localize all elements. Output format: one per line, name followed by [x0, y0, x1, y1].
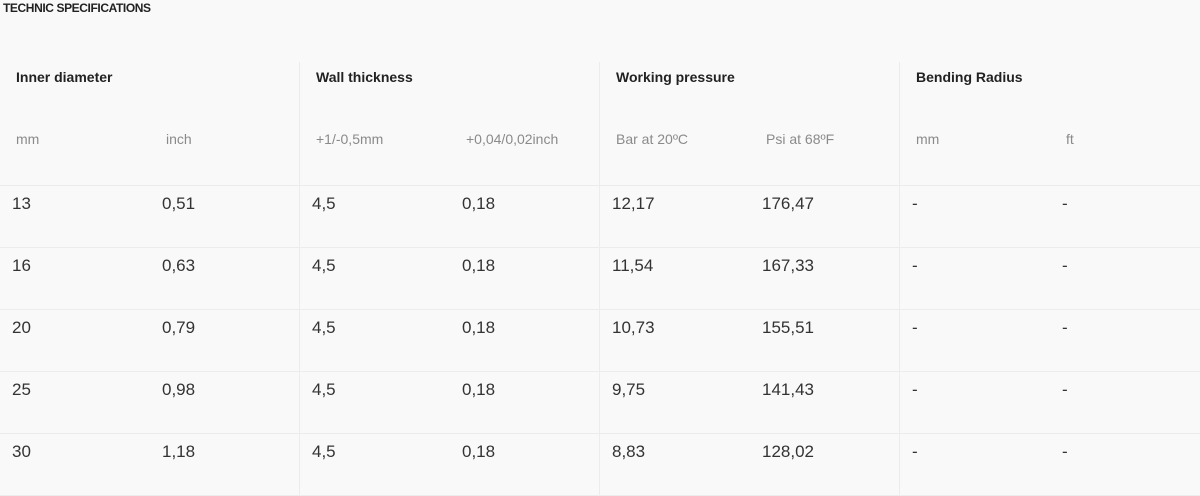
table-cell: -	[1062, 442, 1068, 461]
column-divider	[299, 62, 300, 496]
row-divider	[0, 371, 1200, 372]
table-cell: -	[1062, 194, 1068, 213]
header-working-pressure: Working pressure	[616, 69, 735, 85]
unit-header: +1/-0,5mm	[316, 131, 384, 147]
unit-header: Psi at 68ºF	[766, 131, 835, 147]
table-cell: 10,73	[612, 318, 655, 337]
table-cell: 128,02	[762, 442, 814, 461]
table-cell: 0,18	[462, 442, 496, 461]
row-divider	[0, 309, 1200, 310]
table-cell: 155,51	[762, 318, 814, 337]
table-cell: -	[1062, 318, 1068, 337]
table-cell: 0,18	[462, 318, 496, 337]
table-cell: 0,79	[162, 318, 196, 337]
table-cell: -	[912, 380, 918, 399]
table-cell: 0,51	[162, 194, 196, 213]
header-wall-thickness: Wall thickness	[316, 69, 413, 85]
table-cell: -	[912, 194, 918, 213]
table-cell: 11,54	[612, 256, 654, 275]
table-cell: -	[912, 318, 918, 337]
table-cell: 0,18	[462, 194, 496, 213]
table-cell: 0,18	[462, 380, 496, 399]
table-cell: -	[912, 442, 918, 461]
table-cell: 20	[12, 318, 31, 337]
column-divider	[599, 62, 600, 496]
table-cell: 1,18	[162, 442, 196, 461]
page-title: TECHNIC SPECIFICATIONS	[3, 1, 151, 15]
unit-header: Bar at 20ºC	[616, 131, 689, 147]
table-cell: 4,5	[312, 442, 336, 461]
table-cell: 13	[12, 194, 31, 213]
table-cell: 16	[12, 256, 31, 275]
header-bending-radius: Bending Radius	[916, 69, 1023, 85]
header-inner-diameter: Inner diameter	[16, 69, 113, 85]
table-cell: 4,5	[312, 380, 336, 399]
table-cell: 25	[12, 380, 31, 399]
table-cell: 4,5	[312, 256, 336, 275]
column-divider	[899, 62, 900, 496]
unit-header: mm	[916, 131, 940, 147]
table-cell: 0,63	[162, 256, 196, 275]
table-cell: 0,18	[462, 256, 496, 275]
row-divider	[0, 247, 1200, 248]
table-cell: 8,83	[612, 442, 646, 461]
table-cell: 4,5	[312, 318, 336, 337]
table-cell: 0,98	[162, 380, 196, 399]
unit-header: +0,04/0,02inch	[466, 131, 559, 147]
table-cell: 9,75	[612, 380, 646, 399]
row-divider	[0, 185, 1200, 186]
table-cell: -	[1062, 256, 1068, 275]
table-cell: 167,33	[762, 256, 814, 275]
table-cell: 141,43	[762, 380, 814, 399]
table-cell: -	[912, 256, 918, 275]
row-divider	[0, 433, 1200, 434]
unit-header: mm	[16, 131, 40, 147]
table-cell: 30	[12, 442, 31, 461]
table-cell: 12,17	[612, 194, 655, 213]
table-cell: 4,5	[312, 194, 336, 213]
unit-header: inch	[166, 131, 192, 147]
unit-header: ft	[1066, 131, 1074, 147]
table-cell: -	[1062, 380, 1068, 399]
table-cell: 176,47	[762, 194, 814, 213]
